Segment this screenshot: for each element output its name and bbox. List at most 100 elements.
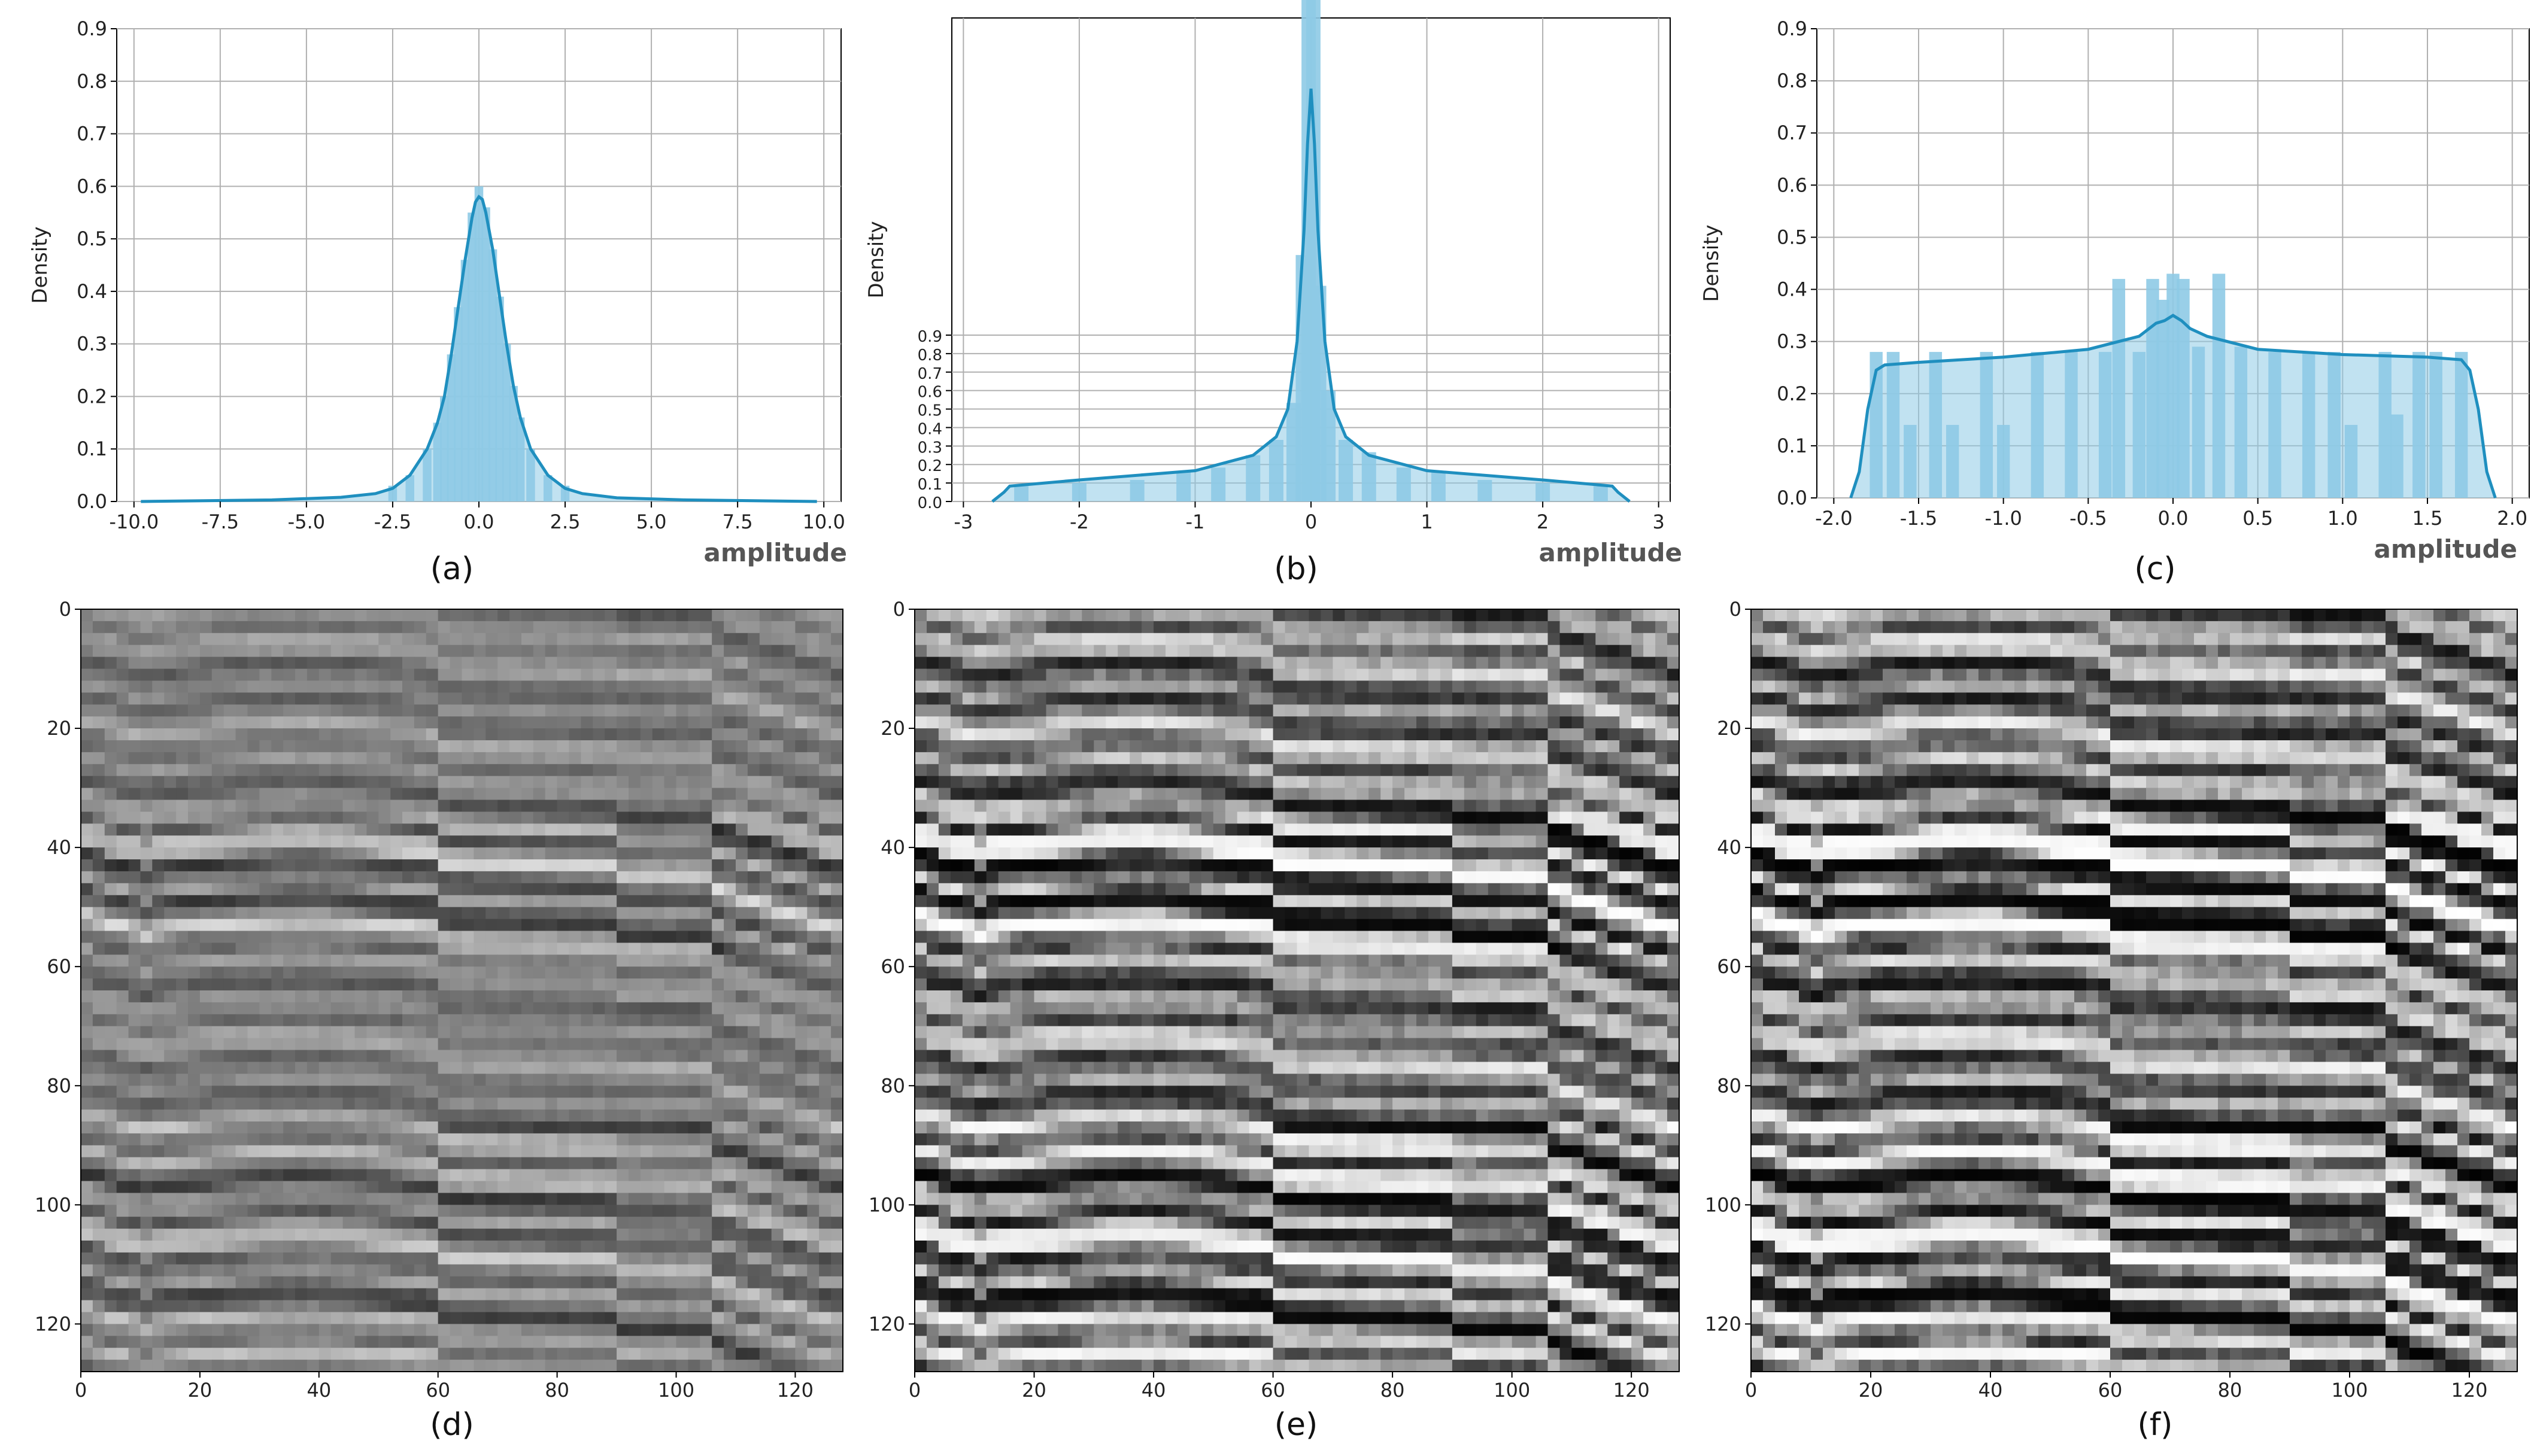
image-cell [1118, 621, 1130, 634]
image-cell [247, 1038, 260, 1051]
image-cell [640, 645, 653, 658]
image-cell [390, 621, 403, 634]
image-cell [497, 656, 510, 670]
image-cell [140, 1324, 153, 1336]
image-cell [1404, 704, 1417, 717]
image-cell [354, 621, 367, 634]
image-cell [235, 1014, 248, 1027]
image-cell [1010, 668, 1023, 681]
image-cell [1464, 656, 1477, 670]
image-cell [402, 919, 415, 932]
image-cell [92, 966, 105, 979]
image-cell [474, 656, 486, 670]
image-cell [223, 978, 236, 991]
image-cell [521, 1181, 534, 1193]
image-cell [712, 931, 724, 943]
image-cell [807, 800, 820, 812]
image-cell [1261, 704, 1274, 717]
image-cell [1512, 680, 1525, 693]
image-cell [581, 955, 593, 967]
image-cell [140, 692, 153, 705]
image-cell [629, 776, 641, 789]
image-cell [915, 633, 927, 646]
y-tick-label: 0.6 [77, 175, 107, 197]
image-cell [438, 1348, 451, 1360]
image-cell [342, 800, 356, 812]
image-cell [438, 609, 451, 622]
image-cell [188, 1002, 201, 1015]
image-cell [330, 895, 344, 908]
image-cell [104, 1050, 117, 1062]
image-cell [1261, 621, 1274, 634]
image-cell [1643, 645, 1656, 658]
image-cell [104, 1300, 117, 1313]
image-cell [462, 645, 474, 658]
image-cell [1321, 716, 1333, 729]
image-cell [700, 1348, 712, 1360]
image-cell [783, 1062, 796, 1074]
image-cell [318, 1050, 332, 1062]
image-cell [366, 1002, 379, 1015]
image-cell [390, 1169, 403, 1182]
image-cell [736, 1145, 748, 1158]
image-cell [497, 680, 510, 693]
image-cell [1595, 609, 1608, 622]
image-cell [152, 943, 165, 955]
image-cell [605, 740, 617, 753]
image-cell [664, 680, 677, 693]
image-cell [1607, 645, 1620, 658]
image-cell [462, 1312, 474, 1324]
image-cell [426, 752, 439, 765]
image-cell [211, 907, 224, 920]
image-cell [676, 1348, 688, 1360]
image-cell [1368, 668, 1381, 681]
image-cell [1225, 692, 1238, 705]
image-cell [152, 919, 165, 932]
image-cell [771, 883, 784, 896]
image-cell [283, 1157, 296, 1170]
image-cell [164, 907, 177, 920]
image-cell [1404, 656, 1417, 670]
image-cell [164, 1110, 177, 1122]
image-cell [81, 811, 93, 824]
image-cell [128, 752, 141, 765]
image-cell [342, 1098, 356, 1110]
image-cell [235, 823, 248, 836]
image-cell [1667, 680, 1680, 693]
image-cell [1249, 716, 1262, 729]
image-cell [306, 1324, 320, 1336]
image-cell [1034, 621, 1047, 634]
image-cell [176, 847, 189, 860]
image-cell [819, 883, 831, 896]
image-cell [176, 1252, 189, 1265]
image-cell [414, 1002, 427, 1015]
image-cell [223, 847, 236, 860]
image-cell [116, 1229, 129, 1241]
image-cell [81, 919, 93, 932]
image-cell [295, 1288, 308, 1301]
image-cell [771, 1300, 784, 1313]
image-cell [342, 823, 356, 836]
image-cell [81, 656, 93, 670]
image-cell [128, 1193, 141, 1205]
image-cell [283, 1098, 296, 1110]
image-cell [462, 764, 474, 777]
image-cell [724, 752, 736, 765]
image-cell [414, 847, 427, 860]
image-cell [1297, 716, 1310, 729]
image-cell [581, 704, 593, 717]
image-cell [700, 859, 712, 872]
image-cell [652, 1110, 665, 1122]
image-cell [140, 919, 153, 932]
image-cell [724, 835, 736, 848]
image-cell [831, 1241, 843, 1253]
image-cell [712, 1312, 724, 1324]
image-cell [342, 1157, 356, 1170]
image-cell [676, 788, 688, 801]
image-cell [462, 752, 474, 765]
image-cell [497, 668, 510, 681]
image-cell [450, 1121, 463, 1134]
image-cell [521, 1133, 534, 1146]
image-cell [593, 1121, 605, 1134]
image-cell [771, 1074, 784, 1086]
